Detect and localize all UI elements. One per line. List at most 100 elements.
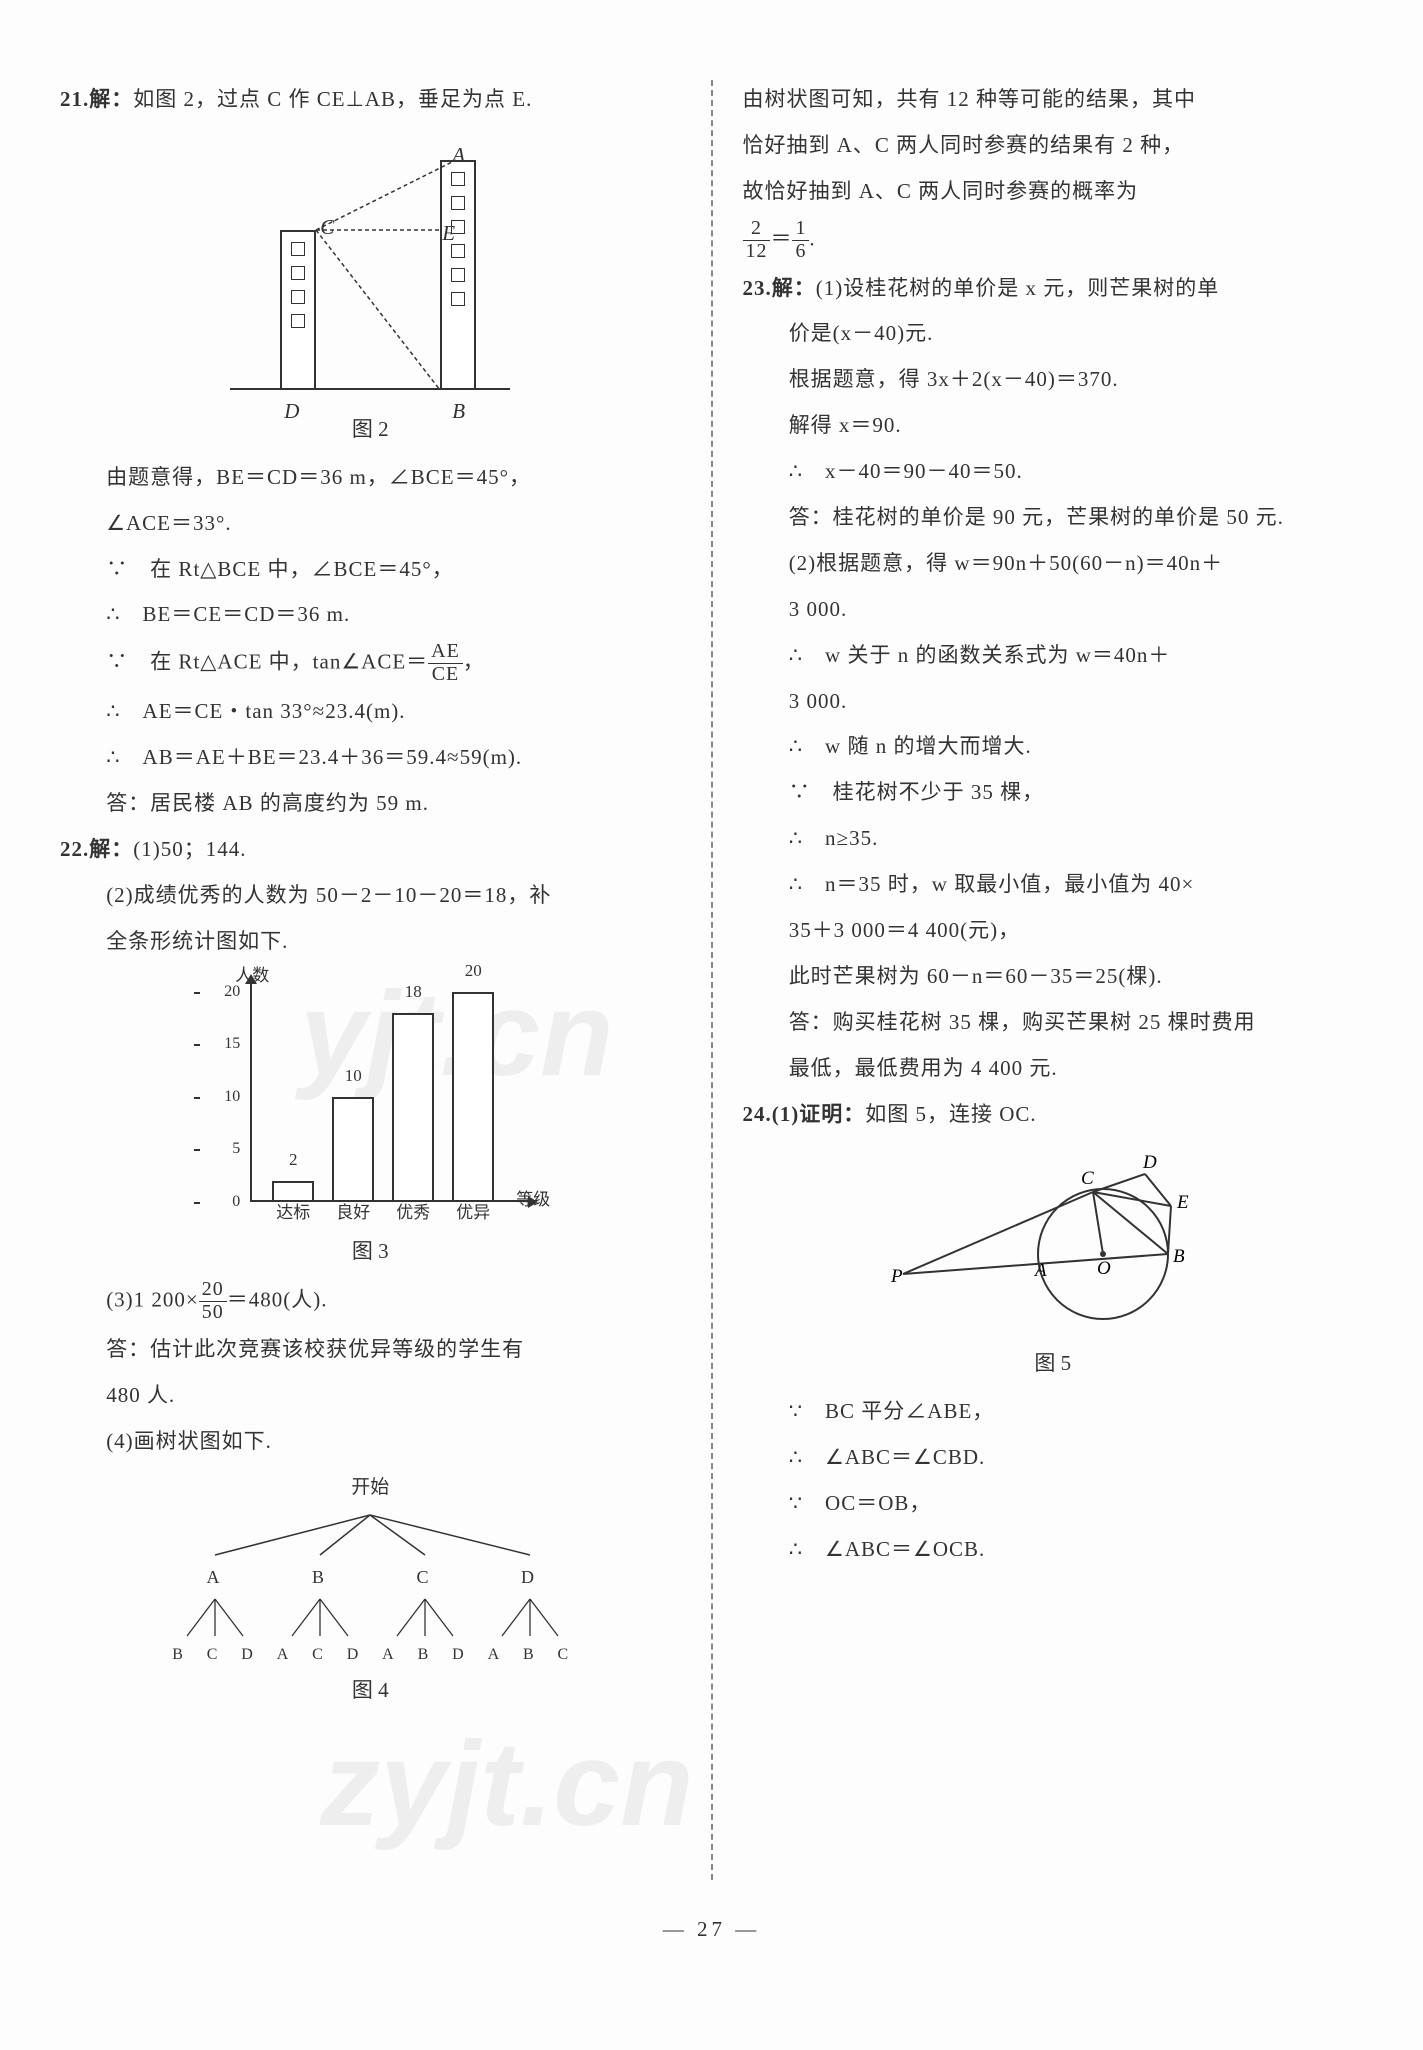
bar-1	[332, 1097, 374, 1202]
figure-2: A B C D E 图 2	[60, 130, 681, 450]
tree-node-l1: D	[521, 1560, 534, 1594]
q23-l5: ∴ x－40＝90－40＝50.	[743, 452, 1364, 492]
q23-l9: ∴ w 关于 n 的函数关系式为 w＝40n＋	[743, 636, 1364, 676]
tree-node-l1: C	[416, 1560, 428, 1594]
frac-2-12: 212	[743, 218, 771, 263]
fig5-caption: 图 5	[743, 1344, 1364, 1384]
q23-l2: 价是(x－40)元.	[743, 314, 1364, 354]
tree-node-l2: C	[558, 1640, 569, 1670]
tree-node-l2: A	[382, 1640, 394, 1670]
q23-l13: ∴ n≥35.	[743, 819, 1364, 859]
q21-l4: ∵ 在 Rt△BCE 中，∠BCE＝45°，	[60, 550, 681, 590]
eq-sign: ＝	[770, 226, 792, 250]
q23-t1: (1)设桂花树的单价是 x 元，则芒果树的单	[816, 276, 1220, 300]
q22-num: 22.	[60, 837, 89, 861]
tree-node-l2: D	[241, 1640, 253, 1670]
q22-l4: (3)1 200×2050＝480(人).	[60, 1279, 681, 1324]
q23-num: 23.	[743, 276, 772, 300]
q21-l6a: ∵ 在 Rt△ACE 中，tan∠ACE＝	[106, 650, 428, 674]
q23-l4: 解得 x＝90.	[743, 406, 1364, 446]
tree-node-l2: B	[418, 1640, 429, 1670]
q24-t1: 如图 5，连接 OC.	[865, 1102, 1036, 1126]
q24-head: (1)证明：	[772, 1102, 866, 1126]
q22-l5: 答：估计此次竞赛该校获优异等级的学生有	[60, 1330, 681, 1370]
q23-head: 解：	[772, 276, 816, 300]
q23-l3: 根据题意，得 3x＋2(x－40)＝370.	[743, 360, 1364, 400]
frac-1-6: 16	[792, 218, 809, 263]
q21-l6b: ，	[463, 650, 485, 674]
q22c-l1: 由树状图可知，共有 12 种等可能的结果，其中	[743, 80, 1364, 120]
bar-value-3: 20	[452, 955, 494, 987]
dot: .	[809, 226, 815, 250]
q23-l7: (2)根据题意，得 w＝90n＋50(60－n)＝40n＋	[743, 544, 1364, 584]
frac-ae-ce: AECE	[428, 641, 463, 686]
bar-value-0: 2	[272, 1144, 314, 1176]
fig2-lbl-E: E	[442, 214, 455, 254]
q21-l2: 由题意得，BE＝CD＝36 m，∠BCE＝45°，	[60, 458, 681, 498]
tree-node-l2: C	[207, 1640, 218, 1670]
q24-l5: ∴ ∠ABC＝∠OCB.	[743, 1530, 1364, 1570]
fig2-lbl-C: C	[320, 208, 334, 248]
q22-t1: (1)50；144.	[133, 837, 246, 861]
fig5-P: P	[890, 1266, 903, 1287]
fig5-D: D	[1142, 1152, 1157, 1173]
q23-l17: 答：购买桂花树 35 棵，购买芒果树 25 棵时费用	[743, 1003, 1364, 1043]
q22-l4b: ＝480(人).	[227, 1288, 328, 1312]
bar-value-1: 10	[332, 1060, 374, 1092]
tree-node-l2: C	[312, 1640, 323, 1670]
bar-value-2: 18	[392, 976, 434, 1008]
q21-l7: ∴ AE＝CE・tan 33°≈23.4(m).	[60, 692, 681, 732]
q21-l3: ∠ACE＝33°.	[60, 504, 681, 544]
tree-branches-1	[160, 1510, 580, 1560]
q22c-l3: 故恰好抽到 A、C 两人同时参赛的概率为	[743, 172, 1364, 212]
chart-ylabel: 人数	[235, 960, 269, 992]
x-cat-3: 优异	[448, 1197, 498, 1229]
tree-diagram: 开始 ABCD BCDACDABDABC	[160, 1470, 580, 1671]
q22c-l2: 恰好抽到 A、C 两人同时参赛的结果有 2 种，	[743, 126, 1364, 166]
q21-num: 21.	[60, 87, 89, 111]
column-divider	[711, 80, 713, 1880]
fig2-lbl-A: A	[452, 136, 465, 176]
left-column: 21.解：如图 2，过点 C 作 CE⊥AB，垂足为点 E. A B	[60, 80, 681, 1880]
fig2-lbl-D: D	[284, 392, 299, 432]
q23-l15: 35＋3 000＝4 400(元)，	[743, 911, 1364, 951]
q24-l2: ∵ BC 平分∠ABE，	[743, 1392, 1364, 1432]
q23-l14: ∴ n＝35 时，w 取最小值，最小值为 40×	[743, 865, 1364, 905]
y-tick-label: 10	[224, 1081, 240, 1111]
q23-l10: 3 000.	[743, 682, 1364, 722]
q24-l4: ∵ OC＝OB，	[743, 1484, 1364, 1524]
q24-l3: ∴ ∠ABC＝∠CBD.	[743, 1438, 1364, 1478]
tree-node-l1: B	[312, 1560, 324, 1594]
fig5-B: B	[1173, 1246, 1185, 1267]
q23-l12: ∵ 桂花树不少于 35 棵，	[743, 773, 1364, 813]
right-column: 由树状图可知，共有 12 种等可能的结果，其中 恰好抽到 A、C 两人同时参赛的…	[743, 80, 1364, 1880]
q21-head: 解：	[89, 87, 133, 111]
tree-node-l2: B	[523, 1640, 534, 1670]
y-tick-label: 15	[224, 1029, 240, 1059]
bar-chart: 人数等级051015202达标10良好18优秀20优异	[200, 972, 540, 1232]
q21-l8: ∴ AB＝AE＋BE＝23.4＋36＝59.4≈59(m).	[60, 738, 681, 778]
fig5-E: E	[1176, 1192, 1189, 1213]
q23-l18: 最低，最低费用为 4 400 元.	[743, 1049, 1364, 1089]
q21-t1: 如图 2，过点 C 作 CE⊥AB，垂足为点 E.	[133, 87, 532, 111]
q21-line1: 21.解：如图 2，过点 C 作 CE⊥AB，垂足为点 E.	[60, 80, 681, 120]
q21-l6: ∵ 在 Rt△ACE 中，tan∠ACE＝AECE，	[60, 641, 681, 686]
q22-l4a: (3)1 200×	[106, 1288, 199, 1312]
fig5-C: C	[1081, 1168, 1094, 1189]
fig4-caption: 图 4	[60, 1671, 681, 1711]
q24-num: 24.	[743, 1102, 772, 1126]
q22-l2: (2)成绩优秀的人数为 50－2－10－20＝18，补	[60, 876, 681, 916]
q22-l7: (4)画树状图如下.	[60, 1422, 681, 1462]
frac-20-50: 2050	[199, 1279, 227, 1324]
page-number: — 27 —	[60, 1910, 1363, 1950]
q22c-frac: 212＝16.	[743, 218, 1364, 263]
x-cat-1: 良好	[328, 1197, 378, 1229]
q23-l11: ∴ w 随 n 的增大而增大.	[743, 727, 1364, 767]
q23-l6: 答：桂花树的单价是 90 元，芒果树的单价是 50 元.	[743, 498, 1364, 538]
tree-root: 开始	[160, 1470, 580, 1506]
y-tick-label: 0	[232, 1186, 240, 1216]
q22-l3: 全条形统计图如下.	[60, 922, 681, 962]
q22-line1: 22.解：(1)50；144.	[60, 830, 681, 870]
q21-l9: 答：居民楼 AB 的高度约为 59 m.	[60, 784, 681, 824]
tree-branches-2	[160, 1594, 580, 1640]
